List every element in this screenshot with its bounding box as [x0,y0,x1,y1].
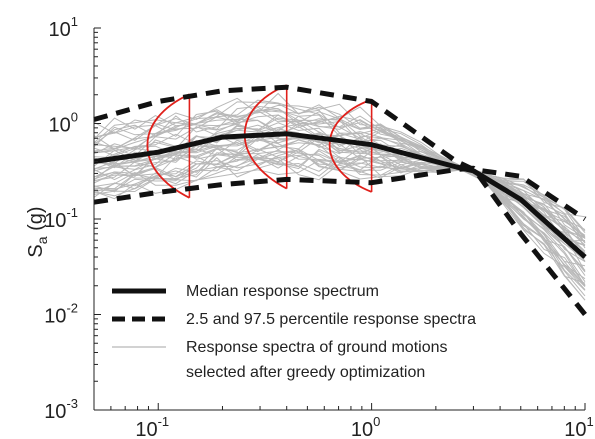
distribution-curve [146,93,190,199]
x-tick-label: 10-1 [135,414,169,439]
legend: Median response spectrum 2.5 and 97.5 per… [112,283,476,381]
y-tick-label: 101 [49,14,78,41]
legend-label: selected after greedy optimization [186,364,425,381]
legend-label: 2.5 and 97.5 percentile response spectra [186,311,476,328]
y-tick-label: 100 [49,110,78,137]
x-tick-label: 101 [564,414,593,439]
ground-motion-line [93,101,586,246]
ground-motion-line [93,105,586,243]
y-tick-label: 10-3 [44,396,78,423]
y-axis-label-sub: a [34,236,50,244]
ground-motion-line [93,157,586,291]
y-axis-label-suffix: (g) [25,206,47,236]
lower-percentile-line [93,165,587,317]
legend-label: Response spectra of ground motions [186,339,447,356]
x-tick-label: 100 [351,414,380,439]
ticks [93,27,586,411]
y-axis-label: Sa (g) [25,206,50,257]
ground-motion-spectra [93,92,586,301]
legend-label: Median response spectrum [186,283,379,300]
ground-motion-line [93,148,586,267]
ground-motion-line [93,149,586,262]
y-tick-label: 10-1 [44,205,78,232]
y-axis-label-main: S [25,244,47,257]
ground-motion-line [93,110,586,231]
main-series [93,84,587,317]
ground-motion-line [93,150,586,282]
y-tick-label: 10-2 [44,301,78,328]
tick-labels: 10-1 100 101 10-3 10-2 10-1 100 101 [44,14,594,439]
upper-percentile-line [93,84,587,222]
median-line [93,131,587,259]
